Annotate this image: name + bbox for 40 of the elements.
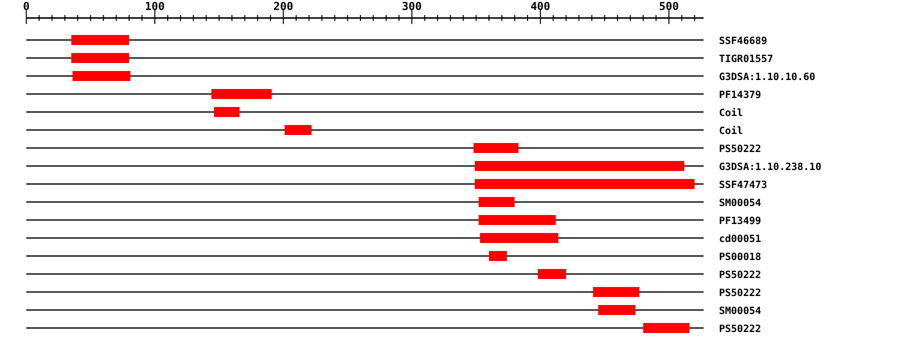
y-tick-label: PS50222	[719, 270, 762, 281]
bar	[593, 287, 640, 297]
bar	[71, 53, 130, 63]
bar	[488, 251, 507, 261]
bar	[474, 143, 519, 153]
bar	[214, 107, 240, 117]
y-tick-label: PF14379	[719, 90, 762, 101]
bar	[474, 161, 684, 171]
x-tick-label: 300	[402, 0, 422, 13]
y-tick-label: PS50222	[719, 288, 762, 299]
bar	[480, 233, 558, 243]
y-tick-label: PS00018	[719, 252, 762, 263]
bar	[598, 305, 636, 315]
bar	[72, 71, 130, 81]
y-tick-label: SSF47473	[719, 180, 768, 191]
x-tick-label: 100	[144, 0, 165, 13]
y-tick-label: cd00051	[719, 234, 762, 245]
x-tick-label: 500	[658, 0, 679, 13]
bar	[478, 215, 556, 225]
x-tick-label: 200	[273, 0, 294, 13]
bar	[478, 197, 515, 207]
y-tick-label: PF13499	[719, 216, 762, 227]
bar	[538, 269, 566, 279]
y-tick-label: SM00054	[719, 198, 762, 209]
y-tick-label: Coil	[719, 125, 744, 137]
y-tick-label: PS50222	[719, 324, 762, 335]
y-tick-label: PS50222	[719, 144, 762, 155]
x-tick-label: 0	[22, 0, 30, 13]
y-tick-label: SM00054	[719, 306, 762, 317]
y-tick-label: G3DSA:1.10.238.10	[719, 162, 822, 173]
bar	[211, 89, 272, 99]
bar	[284, 125, 312, 135]
bar	[643, 323, 690, 333]
bar	[474, 179, 695, 189]
y-tick-label: SSF46689	[719, 36, 768, 47]
x-tick-label: 400	[530, 0, 550, 13]
y-tick-label: Coil	[719, 107, 744, 119]
bar	[71, 35, 130, 45]
y-tick-label: TIGR01557	[719, 54, 774, 65]
y-tick-label: G3DSA:1.10.10.60	[719, 72, 816, 83]
